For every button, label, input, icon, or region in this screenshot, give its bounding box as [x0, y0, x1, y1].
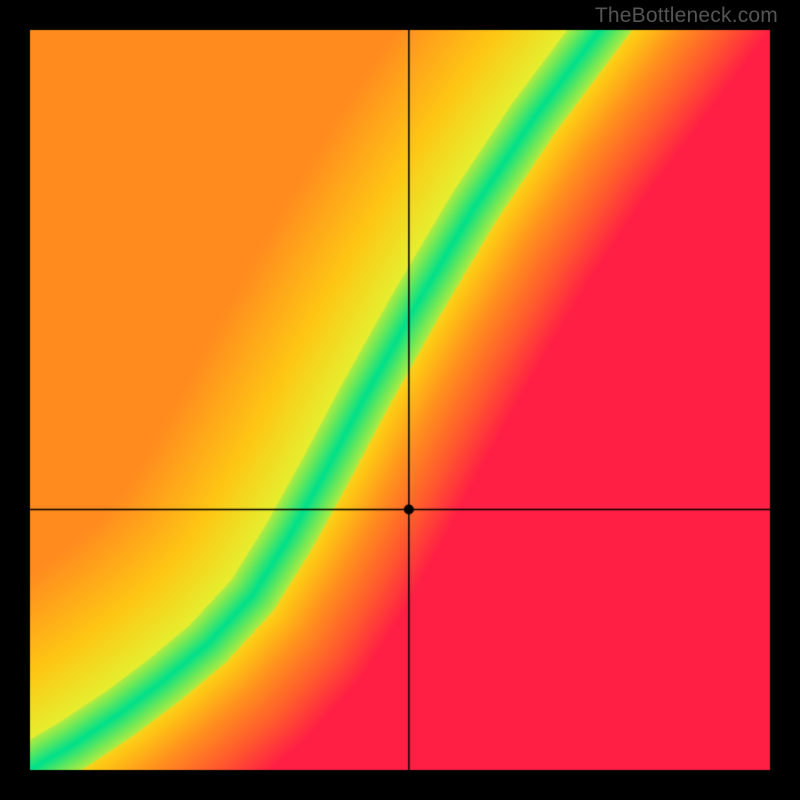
bottleneck-chart: TheBottleneck.com	[0, 0, 800, 800]
watermark-text: TheBottleneck.com	[595, 4, 778, 28]
heatmap-canvas	[0, 0, 800, 800]
